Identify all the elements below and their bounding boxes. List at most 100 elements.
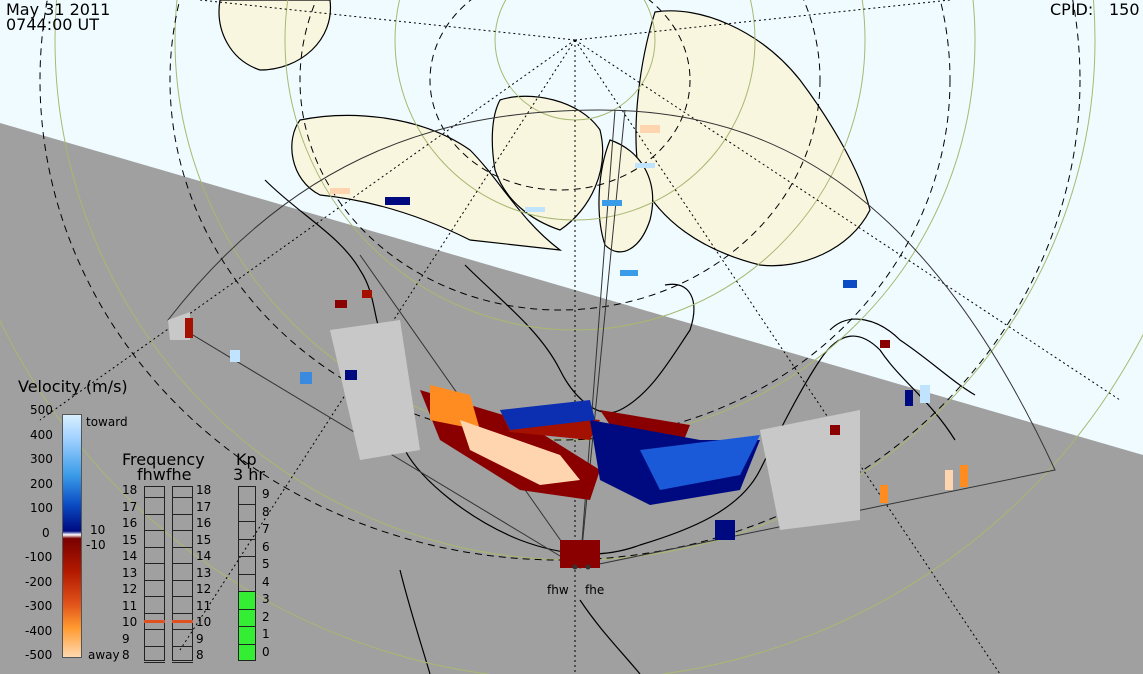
toward-echoes: [300, 197, 913, 540]
kp-tick: 3: [262, 592, 270, 606]
fhw-frequency-grid-line: [144, 612, 165, 614]
frequency-tick: 16: [196, 516, 212, 531]
fhe-frequency-grid-line: [172, 546, 193, 548]
frequency-tick: 8: [196, 648, 204, 663]
fhe-frequency-meter: [172, 486, 193, 661]
fhw-frequency-grid-line: [144, 497, 165, 498]
fhw-frequency-grid-line: [144, 563, 165, 565]
velocity-tick: 0: [42, 526, 50, 540]
fhe-frequency-grid-line: [172, 563, 193, 565]
frequency-tick: 10: [196, 615, 212, 630]
frequency-tick: 17: [196, 499, 212, 514]
frequency-tick: 12: [122, 582, 138, 597]
away-label: away: [88, 648, 120, 662]
velocity-colorbar: [62, 414, 82, 658]
kp-tick: 9: [262, 487, 270, 501]
fhe-frequency-marker: [172, 619, 193, 623]
station-fhw-label: fhw: [547, 583, 569, 597]
kp-tick: 4: [262, 574, 270, 589]
fhe-frequency-grid-line: [172, 645, 193, 647]
kp-grid-line: [238, 626, 256, 627]
kp-tick: 6: [262, 539, 270, 554]
velocity-tick: 200: [30, 477, 53, 491]
fhe-frequency-grid-line: [172, 629, 193, 631]
light-echoes: [230, 125, 968, 503]
ground-scatter: [168, 312, 860, 530]
velocity-legend-title: Velocity (m/s): [18, 377, 128, 396]
cpid-value: 150: [1109, 0, 1140, 19]
fhw-frequency-grid-line: [144, 629, 165, 631]
time-label: 0744:00 UT: [6, 15, 100, 34]
kp-tick: 8: [262, 504, 270, 519]
kp-grid-line: [238, 556, 256, 557]
fhe-frequency-grid-line: [172, 612, 193, 614]
frequency-tick: 9: [196, 631, 204, 646]
fhe-frequency-grid-line: [172, 579, 193, 581]
frequency-tick: 14: [196, 549, 212, 564]
fhw-frequency-grid-line: [144, 513, 165, 515]
frequency-tick: 15: [196, 532, 212, 547]
velocity-tick: -300: [25, 599, 53, 613]
kp-tick: 0: [262, 644, 270, 659]
velocity-tick: -400: [25, 624, 53, 638]
fhe-frequency-grid-line: [172, 513, 193, 515]
fhe-frequency-grid-line: [172, 662, 193, 664]
night-region: [0, 123, 1143, 674]
frequency-tick: 11: [122, 598, 138, 613]
kp-tick: 5: [262, 557, 270, 571]
velocity-tick: -500: [25, 648, 53, 662]
fhe-site-marker: [585, 564, 591, 570]
station-fhe-label: fhe: [585, 583, 605, 597]
frequency-tick: 12: [196, 582, 212, 597]
frequency-tick: 8: [122, 648, 130, 663]
fhw-frequency-grid-line: [144, 645, 165, 647]
kp-grid-line: [238, 521, 256, 522]
fhe-frequency-grid-line: [172, 530, 193, 532]
gs-neg-label: -10: [86, 538, 106, 552]
frequency-tick: 15: [122, 532, 138, 547]
frequency-tick: 18: [196, 483, 212, 497]
cpid-label: CPID:: [1050, 0, 1094, 19]
fhw-frequency-grid-line: [144, 662, 165, 664]
frequency-subtitle: fhwfhe: [137, 465, 192, 484]
velocity-tick: 400: [30, 428, 53, 442]
fhe-frequency-grid-line: [172, 596, 193, 598]
meridians: [39, 0, 1121, 674]
velocity-tick: -200: [25, 575, 53, 589]
fhw-frequency-grid-line: [144, 546, 165, 548]
fhw-frequency-marker: [144, 619, 165, 623]
frequency-tick: 14: [122, 549, 138, 564]
kp-grid-line: [238, 608, 256, 610]
frequency-tick: 10: [122, 615, 138, 630]
frequency-tick: 11: [196, 598, 212, 613]
fhw-frequency-meter: [144, 486, 165, 661]
fhw-frequency-grid-line: [144, 596, 165, 598]
kp-tick: 1: [262, 627, 270, 641]
kp-title: Kp: [236, 450, 257, 469]
toward-label: toward: [86, 415, 128, 429]
frequency-tick: 17: [122, 499, 138, 514]
kp-tick: 2: [262, 609, 270, 624]
velocity-tick: 500: [30, 403, 53, 417]
gs-pos-label: 10: [90, 523, 106, 537]
frequency-tick: 18: [122, 483, 138, 497]
frequency-title: Frequency: [122, 450, 205, 469]
velocity-tick: -100: [25, 550, 53, 564]
fhw-frequency-grid-line: [144, 530, 165, 532]
kp-tick: 7: [262, 522, 270, 536]
fhe-frequency-grid-line: [172, 497, 193, 498]
kp-grid-line: [238, 643, 256, 645]
velocity-tick: 100: [30, 501, 53, 515]
frequency-tick: 16: [122, 516, 138, 531]
fhw-site-marker: [572, 564, 578, 570]
kp-grid-line: [238, 503, 256, 505]
velocity-tick: 300: [30, 452, 53, 466]
frequency-tick: 9: [122, 631, 130, 646]
kp-fill: [239, 591, 255, 660]
kp-grid-line: [238, 591, 256, 592]
date-label: May 31 2011: [6, 0, 111, 19]
kp-subtitle: 3 hr: [233, 465, 265, 484]
kp-grid-line: [238, 538, 256, 540]
frequency-tick: 13: [196, 565, 212, 580]
